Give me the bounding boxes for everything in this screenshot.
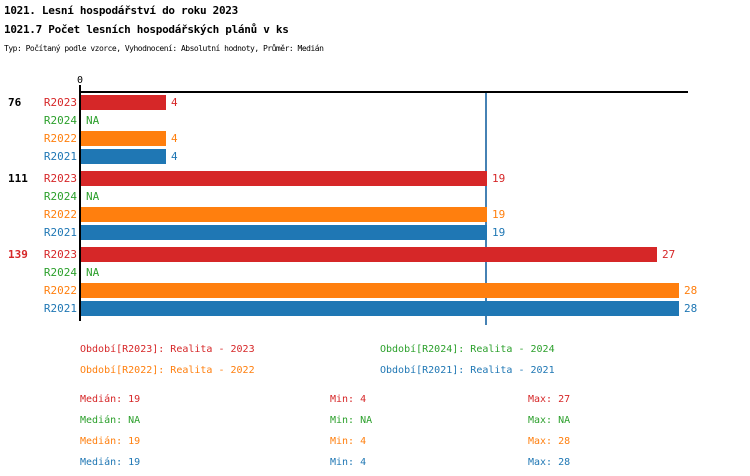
- bar-value-label: 28: [684, 302, 698, 315]
- stat-median-r2021: Medián: 19: [80, 457, 141, 468]
- value-axis-line: [80, 91, 688, 93]
- bar-r2022: [81, 131, 166, 146]
- series-label-r2021: R2021: [43, 226, 77, 239]
- bar-r2023: [81, 171, 487, 186]
- page-title: 1021. Lesní hospodářství do roku 2023: [4, 4, 238, 17]
- series-label-r2022: R2022: [43, 208, 77, 221]
- bar-value-label: 19: [492, 172, 506, 185]
- chart-meta-info: Typ: Počítaný podle vzorce, Vyhodnocení:…: [4, 44, 324, 53]
- group-label: 139: [8, 248, 28, 261]
- bar-r2021: [81, 149, 166, 164]
- bar-r2022: [81, 283, 679, 298]
- stat-median-r2022: Medián: 19: [80, 436, 141, 447]
- group-label: 111: [8, 172, 28, 185]
- series-label-r2022: R2022: [43, 132, 77, 145]
- group-label: 76: [8, 96, 22, 109]
- stat-min-r2021: Min: 4: [330, 457, 367, 468]
- series-label-r2022: R2022: [43, 284, 77, 297]
- stat-max-r2024: Max: NA: [528, 415, 571, 426]
- stat-max-r2021: Max: 28: [528, 457, 571, 468]
- bar-r2022: [81, 207, 487, 222]
- page-subtitle: 1021.7 Počet lesních hospodářských plánů…: [4, 23, 289, 36]
- bar-r2023: [81, 95, 166, 110]
- stat-min-r2024: Min: NA: [330, 415, 373, 426]
- bar-value-label: NA: [86, 114, 100, 127]
- bar-value-label: 28: [684, 284, 698, 297]
- series-label-r2021: R2021: [43, 150, 77, 163]
- category-axis-line: [79, 85, 81, 321]
- bar-r2021: [81, 225, 487, 240]
- bar-value-label: 19: [492, 208, 506, 221]
- bar-value-label: NA: [86, 266, 100, 279]
- stat-max-r2022: Max: 28: [528, 436, 571, 447]
- bar-value-label: 27: [662, 248, 676, 261]
- series-label-r2024: R2024: [43, 114, 77, 127]
- series-label-r2023: R2023: [43, 248, 77, 261]
- bar-value-label: 4: [171, 132, 178, 145]
- series-label-r2024: R2024: [43, 266, 77, 279]
- bar-value-label: 4: [171, 96, 178, 109]
- stat-median-r2023: Medián: 19: [80, 394, 141, 405]
- legend-item-r2023: Období[R2023]: Realita - 2023: [80, 344, 255, 355]
- bar-value-label: NA: [86, 190, 100, 203]
- bar-r2023: [81, 247, 657, 262]
- bar-r2021: [81, 301, 679, 316]
- series-label-r2023: R2023: [43, 96, 77, 109]
- legend-item-r2024: Období[R2024]: Realita - 2024: [380, 344, 555, 355]
- axis-origin-label: 0: [76, 75, 84, 86]
- legend-item-r2021: Období[R2021]: Realita - 2021: [380, 365, 555, 376]
- bar-value-label: 4: [171, 150, 178, 163]
- series-label-r2021: R2021: [43, 302, 77, 315]
- series-label-r2024: R2024: [43, 190, 77, 203]
- series-label-r2023: R2023: [43, 172, 77, 185]
- bar-value-label: 19: [492, 226, 506, 239]
- legend-item-r2022: Období[R2022]: Realita - 2022: [80, 365, 255, 376]
- stat-min-r2022: Min: 4: [330, 436, 367, 447]
- stat-max-r2023: Max: 27: [528, 394, 571, 405]
- stat-min-r2023: Min: 4: [330, 394, 367, 405]
- stat-median-r2024: Medián: NA: [80, 415, 141, 426]
